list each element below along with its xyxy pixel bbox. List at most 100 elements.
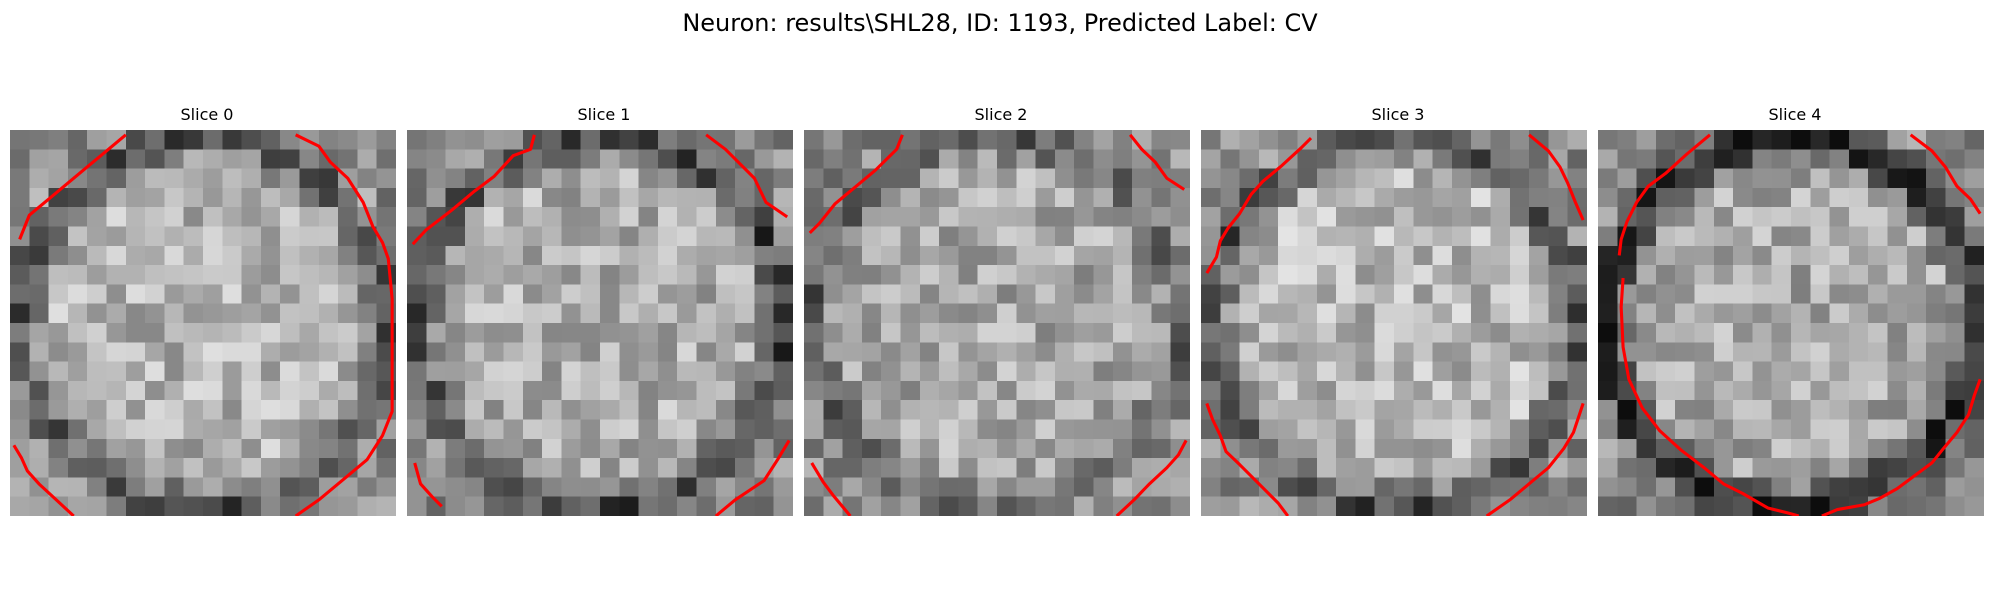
image-pixel (1868, 458, 1888, 478)
image-pixel (183, 458, 204, 478)
image-pixel (657, 400, 678, 420)
image-pixel (939, 284, 959, 305)
image-pixel (1694, 303, 1715, 324)
image-pixel (183, 438, 204, 459)
image-pixel (106, 496, 127, 516)
image-pixel (48, 284, 69, 305)
image-pixel (977, 130, 998, 150)
image-pixel (823, 496, 843, 516)
image-pixel (1529, 342, 1549, 362)
image-pixel (919, 303, 940, 324)
image-pixel (1220, 438, 1240, 459)
image-pixel (1598, 149, 1618, 169)
image-pixel (145, 419, 165, 440)
image-pixel (1926, 284, 1946, 305)
image-pixel (1355, 438, 1376, 459)
image-pixel (260, 400, 281, 420)
image-pixel (1926, 477, 1946, 498)
image-pixel (580, 245, 601, 266)
image-pixel (1432, 245, 1453, 266)
image-pixel (1239, 149, 1260, 169)
image-pixel (735, 458, 755, 478)
image-pixel (145, 149, 165, 169)
image-pixel (1713, 265, 1734, 285)
image-pixel (484, 323, 504, 343)
image-pixel (106, 400, 127, 420)
image-pixel (715, 130, 736, 150)
image-pixel (125, 496, 146, 516)
image-pixel (106, 187, 127, 208)
image-pixel (939, 187, 959, 208)
image-pixel (1016, 361, 1036, 382)
image-pixel (164, 187, 185, 208)
image-pixel (1471, 477, 1491, 498)
image-pixel (1733, 245, 1753, 266)
image-pixel (1297, 284, 1318, 305)
image-pixel (503, 207, 524, 227)
image-pixel (203, 265, 223, 285)
image-pixel (87, 458, 107, 478)
image-pixel (1239, 168, 1260, 189)
image-pixel (561, 342, 582, 362)
image-pixel (1016, 400, 1036, 420)
image-pixel (260, 342, 281, 362)
image-pixel (1490, 342, 1511, 362)
image-pixel (164, 361, 185, 382)
image-pixel (464, 187, 485, 208)
image-pixel (241, 400, 262, 420)
image-pixel (357, 265, 378, 285)
image-pixel (1239, 458, 1260, 478)
contour-line (12, 444, 75, 516)
image-pixel (1945, 226, 1966, 247)
image-pixel (1829, 265, 1850, 285)
image-pixel (881, 496, 901, 516)
image-pixel (1413, 245, 1433, 266)
image-pixel (1490, 168, 1511, 189)
image-pixel (1316, 400, 1337, 420)
image-pixel (1394, 458, 1414, 478)
image-pixel (1374, 361, 1395, 382)
image-pixel (484, 207, 504, 227)
image-pixel (773, 323, 793, 343)
image-pixel (29, 303, 49, 324)
image-pixel (1297, 168, 1318, 189)
image-pixel (1432, 380, 1453, 401)
image-pixel (1791, 168, 1811, 189)
image-pixel (842, 458, 863, 478)
image-pixel (735, 284, 755, 305)
image-pixel (183, 226, 204, 247)
image-pixel (1220, 323, 1240, 343)
image-pixel (1675, 265, 1695, 285)
image-pixel (1848, 284, 1869, 305)
image-pixel (1054, 438, 1075, 459)
image-pixel (503, 265, 524, 285)
image-pixel (1509, 284, 1530, 305)
image-pixel (977, 323, 998, 343)
image-pixel (1829, 303, 1850, 324)
image-pixel (426, 400, 446, 420)
image-pixel (1868, 265, 1888, 285)
image-pixel (715, 226, 736, 247)
image-pixel (842, 323, 863, 343)
image-pixel (299, 187, 320, 208)
image-pixel (164, 303, 185, 324)
image-pixel (1151, 496, 1172, 516)
image-pixel (29, 323, 49, 343)
image-pixel (600, 477, 620, 498)
image-pixel (1848, 168, 1869, 189)
image-pixel (1771, 149, 1792, 169)
image-pixel (542, 245, 562, 266)
image-pixel (407, 207, 427, 227)
image-pixel (1355, 323, 1376, 343)
image-pixel (484, 496, 504, 516)
image-pixel (1829, 400, 1850, 420)
image-pixel (1791, 265, 1811, 285)
image-pixel (1112, 245, 1133, 266)
image-pixel (1752, 265, 1773, 285)
image-pixel (125, 207, 146, 227)
image-pixel (1074, 400, 1094, 420)
image-pixel (445, 380, 466, 401)
image-pixel (280, 342, 300, 362)
image-pixel (1413, 130, 1433, 150)
image-pixel (125, 303, 146, 324)
